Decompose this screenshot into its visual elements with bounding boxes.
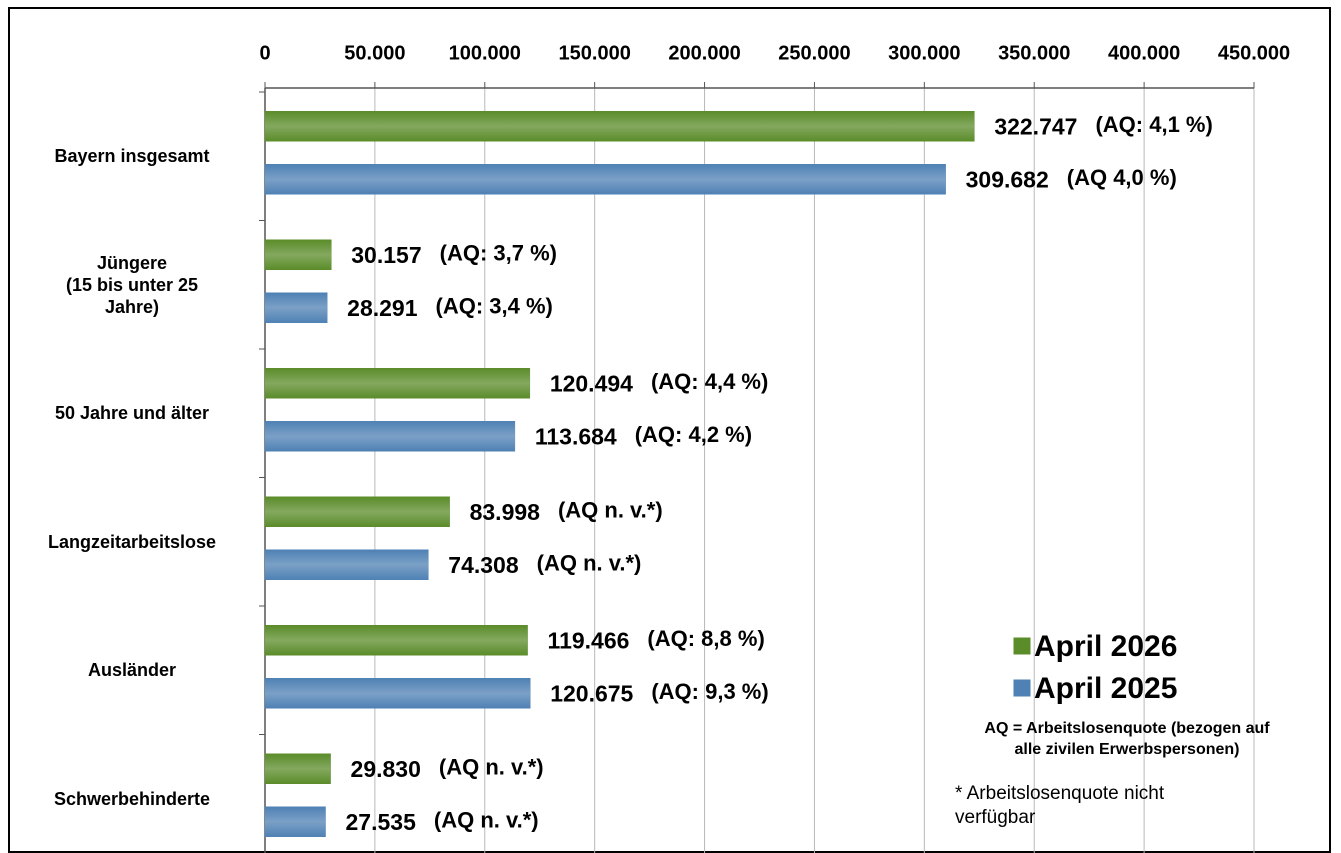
bar-shine <box>265 368 530 399</box>
bar-shine <box>265 625 528 656</box>
data-label: (AQ: 8,8 %) <box>647 626 764 651</box>
data-label: (AQ: 4,1 %) <box>1095 112 1212 137</box>
y-tick-label: Ausländer <box>87 660 177 681</box>
data-label: (AQ 4,0 %) <box>1067 165 1177 190</box>
data-label: 120.675 <box>550 680 633 706</box>
y-tick-label: Langzeitarbeitslose <box>47 531 217 552</box>
data-label: 113.684 <box>535 423 617 449</box>
legend-label: April 2026 <box>1034 630 1177 663</box>
data-label: 119.466 <box>548 627 630 653</box>
data-label: (AQ: 4,2 %) <box>635 422 752 447</box>
data-label: 29.830 <box>351 756 421 782</box>
data-label: (AQ: 4,4 %) <box>651 369 768 394</box>
y-tick-label: Bayern insgesamt <box>54 146 210 167</box>
legend-label: April 2025 <box>1034 672 1177 705</box>
bar-shine <box>265 421 515 452</box>
bar-shine <box>265 239 332 270</box>
bar-shine <box>265 292 328 323</box>
data-label: 27.535 <box>346 809 417 835</box>
data-label: 120.494 <box>550 370 633 396</box>
bar-shine <box>265 164 946 195</box>
bar-shine <box>265 111 975 142</box>
data-label: (AQ: 9,3 %) <box>651 679 768 704</box>
bar-shine <box>265 806 326 837</box>
x-tick-label: 200.000 <box>668 42 740 64</box>
y-tick-label: 50 Jahre und älter <box>54 403 210 424</box>
data-label: 30.157 <box>351 242 421 268</box>
data-label: (AQ n. v.*) <box>439 755 544 780</box>
note: * Arbeitslosenquote nicht verfügbar <box>955 783 1165 828</box>
note: AQ = Arbeitslosenquote (bezogen auf alle… <box>984 720 1270 758</box>
x-tick-label: 350.000 <box>998 42 1070 64</box>
data-label: 83.998 <box>470 499 541 525</box>
data-label: (AQ n. v.*) <box>558 498 663 523</box>
bar-shine <box>265 549 429 580</box>
data-label: (AQ: 3,4 %) <box>436 294 553 319</box>
data-label: (AQ n. v.*) <box>434 808 539 833</box>
x-tick-label: 450.000 <box>1218 42 1290 64</box>
bar-shine <box>265 678 531 709</box>
y-tick-label: Jüngere (15 bis unter 25 Jahre) <box>65 252 199 317</box>
x-tick-label: 100.000 <box>449 42 521 64</box>
data-label: (AQ n. v.*) <box>537 551 642 576</box>
data-label: 309.682 <box>966 166 1049 192</box>
x-tick-label: 0 <box>259 42 270 64</box>
x-tick-label: 150.000 <box>559 42 631 64</box>
legend-swatch <box>1013 679 1031 697</box>
x-tick-label: 300.000 <box>888 42 960 64</box>
legend-swatch <box>1013 637 1031 655</box>
data-label: 322.747 <box>994 113 1077 139</box>
data-label: 28.291 <box>347 295 418 321</box>
x-tick-label: 400.000 <box>1108 42 1180 64</box>
bar-shine <box>265 753 331 784</box>
frame <box>8 7 1331 853</box>
y-tick-label: Schwerbehinderte <box>53 788 211 809</box>
x-tick-label: 250.000 <box>778 42 850 64</box>
x-tick-label: 50.000 <box>344 42 405 64</box>
data-label: (AQ: 3,7 %) <box>440 241 557 266</box>
data-label: 74.308 <box>448 552 519 578</box>
bar-shine <box>265 496 450 527</box>
